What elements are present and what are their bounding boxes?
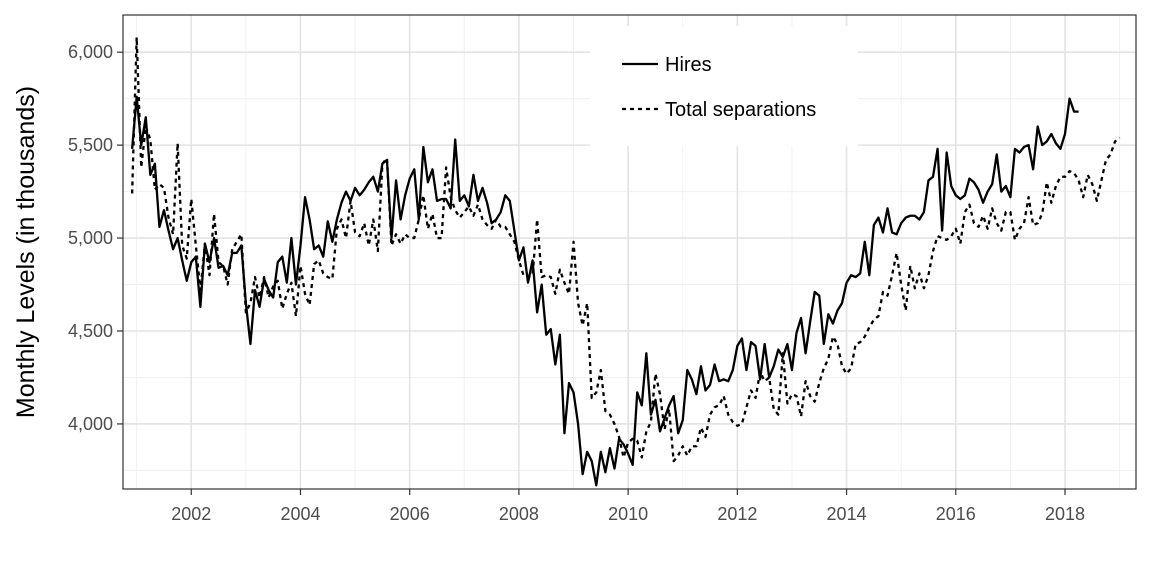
- y-tick-label: 4,500: [68, 321, 113, 341]
- series-line-hires: [130, 95, 1079, 487]
- x-tick-label: 2008: [499, 504, 539, 524]
- x-tick-label: 2010: [608, 504, 648, 524]
- x-tick-label: 2004: [280, 504, 320, 524]
- x-tick-label: 2012: [717, 504, 757, 524]
- y-axis-title: Monthly Levels (in thousands): [12, 86, 40, 418]
- legend-label-hires: Hires: [665, 54, 712, 76]
- x-tick-label: 2002: [171, 504, 211, 524]
- legend: Hires Total separations: [590, 26, 858, 146]
- plot-panel-border: [122, 14, 1137, 490]
- x-tick-label: 2014: [827, 504, 867, 524]
- y-tick-label: 4,000: [68, 414, 113, 434]
- y-tick-label: 6,000: [68, 42, 113, 62]
- series-line-total-separations: [130, 36, 1121, 463]
- y-tick-label: 5,000: [68, 228, 113, 248]
- y-axis: 4,000 4,500 5,000 5,500 6,000: [68, 42, 123, 434]
- x-axis: 2002 2004 2006 2008 2010 2012 2014 2016 2018: [171, 489, 1085, 524]
- legend-background: [590, 26, 858, 146]
- y-tick-label: 5,500: [68, 135, 113, 155]
- series-layer: [130, 36, 1121, 487]
- x-tick-label: 2016: [936, 504, 976, 524]
- x-tick-label: 2018: [1045, 504, 1085, 524]
- x-tick-label: 2006: [390, 504, 430, 524]
- legend-label-total-separations: Total separations: [665, 99, 816, 121]
